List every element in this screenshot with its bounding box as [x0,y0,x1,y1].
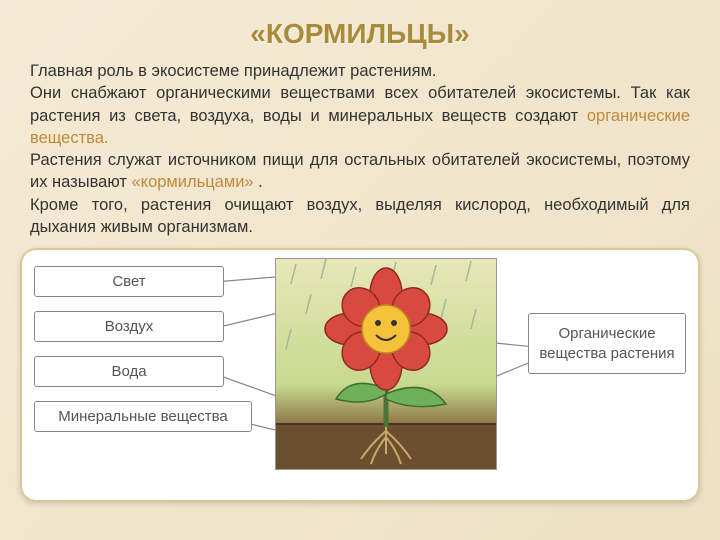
text-line4: Кроме того, растения очищают воздух, выд… [30,196,690,236]
flower-illustration [275,258,497,470]
diagram-container: Свет Воздух Вода Минеральные вещества [20,248,700,502]
body-paragraph: Главная роль в экосистеме принадлежит ра… [0,50,720,238]
input-box-water: Вода [34,356,224,387]
input-box-air: Воздух [34,311,224,342]
text-line3a: Растения служат источником пищи для оста… [30,151,690,191]
input-box-minerals: Минеральные вещества [34,401,252,432]
input-box-light: Свет [34,266,224,297]
input-boxes: Свет Воздух Вода Минеральные вещества [34,266,224,446]
page-title: «КОРМИЛЬЦЫ» [0,0,720,50]
flower-svg [276,259,496,469]
output-box: Органические вещества растения [528,313,686,374]
highlight-feeders: «кормильцами» [132,173,254,191]
text-line3b: . [254,173,263,191]
text-line1: Главная роль в экосистеме принадлежит ра… [30,62,437,80]
